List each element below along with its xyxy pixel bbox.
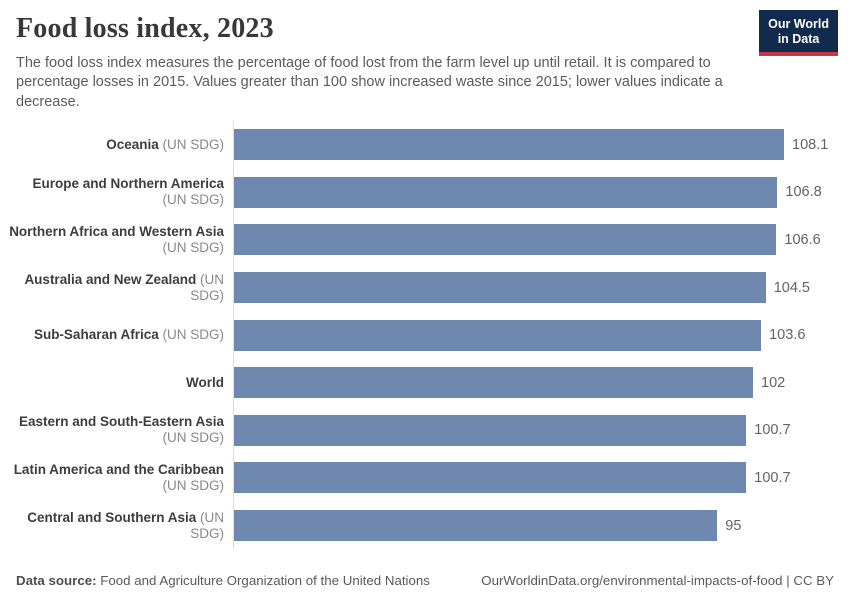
- bar-track: 106.8: [233, 168, 850, 217]
- entity-suffix: (UN SDG): [162, 192, 225, 208]
- bar-track: 104.5: [233, 263, 850, 312]
- bar[interactable]: [234, 176, 778, 208]
- bar-label[interactable]: Oceania (UN SDG): [0, 137, 233, 153]
- owid-logo-line2: in Data: [777, 32, 820, 46]
- entity-name: Oceania: [106, 136, 159, 152]
- entity-name: Latin America and the Caribbean: [13, 462, 224, 478]
- value-label: 104.5: [773, 279, 810, 296]
- bar-label[interactable]: World: [0, 375, 233, 391]
- entity-suffix: (UN SDG): [162, 477, 225, 493]
- entity-suffix: (UN SDG): [162, 327, 225, 343]
- entity-suffix: (UN SDG): [190, 271, 224, 303]
- chart-subtitle: The food loss index measures the percent…: [16, 55, 723, 110]
- value-label: 100.7: [754, 469, 791, 486]
- entity-name: Australia and New Zealand: [24, 271, 197, 287]
- bar-label[interactable]: Eastern and South-Eastern Asia (UN SDG): [0, 414, 233, 446]
- bar-chart: Oceania (UN SDG) 108.1 Europe and Northern…: [0, 121, 850, 550]
- bar-label[interactable]: Australia and New Zealand (UN SDG): [0, 272, 233, 304]
- bar[interactable]: [234, 129, 784, 161]
- entity-name: Northern Africa and Western Asia: [9, 224, 224, 240]
- bar-track: 106.6: [233, 216, 850, 264]
- bar-row: Australia and New Zealand (UN SDG) 104.5: [0, 263, 850, 312]
- entity-suffix: (UN SDG): [162, 136, 225, 152]
- entity-name: Sub-Saharan Africa: [33, 327, 159, 343]
- footer-link[interactable]: OurWorldinData.org/environmental-impacts…: [481, 573, 834, 588]
- bar[interactable]: [234, 510, 718, 542]
- bar-row: Oceania (UN SDG) 108.1: [0, 121, 850, 169]
- entity-suffix: (UN SDG): [162, 430, 225, 446]
- bar-label[interactable]: Latin America and the Caribbean (UN SDG): [0, 462, 233, 494]
- bar-label[interactable]: Sub-Saharan Africa (UN SDG): [0, 327, 233, 343]
- bar-label[interactable]: Northern Africa and Western Asia (UN SDG): [0, 224, 233, 256]
- bar-row: Eastern and South-Eastern Asia (UN SDG) 10…: [0, 406, 850, 455]
- bar-row: Sub-Saharan Africa (UN SDG) 103.6: [0, 311, 850, 359]
- entity-name: World: [186, 374, 224, 390]
- chart-footer: Data source: Food and Agriculture Organi…: [16, 573, 834, 588]
- chart-header: Food loss index, 2023 The food loss inde…: [0, 0, 850, 112]
- value-label: 103.6: [769, 327, 806, 344]
- entity-suffix: (UN SDG): [190, 509, 224, 541]
- owid-logo[interactable]: Our World in Data: [759, 10, 838, 56]
- owid-logo-line1: Our World: [768, 17, 829, 31]
- bar[interactable]: [234, 319, 762, 351]
- bar-row: Central and Southern Asia (UN SDG) 95: [0, 501, 850, 550]
- bar[interactable]: [234, 224, 777, 256]
- bar-track: 103.6: [233, 311, 850, 359]
- page-title: Food loss index, 2023: [16, 13, 274, 44]
- bar-track: 102: [233, 358, 850, 407]
- footer-datasource: Data source: Food and Agriculture Organi…: [16, 573, 430, 588]
- entity-name: Central and Southern Asia: [27, 509, 197, 525]
- bar-track: 95: [233, 501, 850, 550]
- bar-label[interactable]: Europe and Northern America (UN SDG): [0, 176, 233, 208]
- bar-row: World 102: [0, 358, 850, 407]
- bar-track: 100.7: [233, 406, 850, 455]
- bar[interactable]: [234, 367, 753, 399]
- value-label: 102: [761, 374, 786, 391]
- bar-row: Latin America and the Caribbean (UN SDG) 1…: [0, 454, 850, 502]
- bar[interactable]: [234, 414, 747, 446]
- bar[interactable]: [234, 462, 747, 494]
- value-label: 106.8: [785, 184, 822, 201]
- datasource-label: Data source:: [16, 573, 97, 588]
- bar-track: 100.7: [233, 454, 850, 502]
- value-label: 108.1: [792, 136, 829, 153]
- bar[interactable]: [234, 272, 766, 304]
- value-label: 100.7: [754, 422, 791, 439]
- entity-name: Europe and Northern America: [32, 176, 224, 192]
- value-label: 95: [725, 517, 742, 534]
- bar-row: Northern Africa and Western Asia (UN SDG)…: [0, 216, 850, 264]
- entity-name: Eastern and South-Eastern Asia: [18, 414, 224, 430]
- bar-row: Europe and Northern America (UN SDG) 106.8: [0, 168, 850, 217]
- bar-track: 108.1: [233, 121, 850, 169]
- entity-suffix: (UN SDG): [162, 239, 225, 255]
- value-label: 106.6: [784, 231, 821, 248]
- bar-label[interactable]: Central and Southern Asia (UN SDG): [0, 510, 233, 542]
- datasource-text: Food and Agriculture Organization of the…: [100, 573, 430, 588]
